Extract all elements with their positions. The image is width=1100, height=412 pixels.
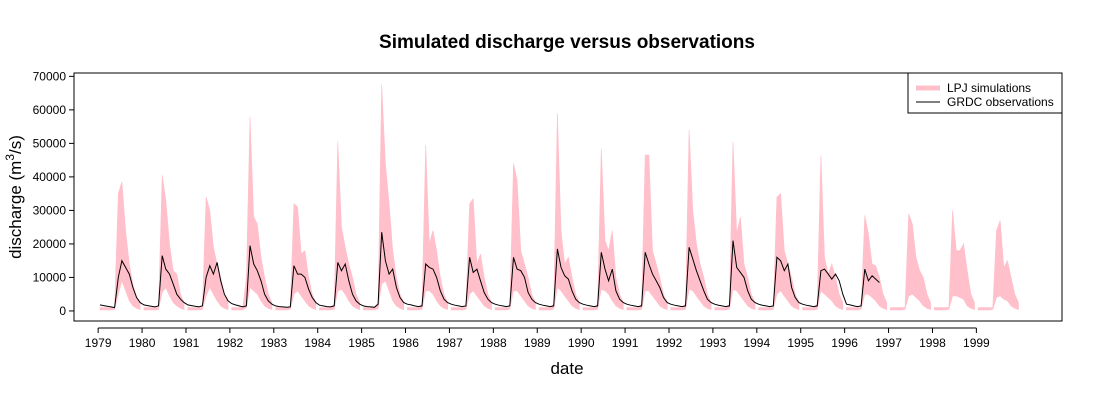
simulation-band-1986	[407, 145, 448, 311]
simulation-band-1996	[846, 215, 888, 311]
simulation-band-1998	[933, 210, 975, 311]
observation-line	[99, 232, 880, 309]
y-tick-label: 70000	[33, 69, 67, 83]
simulation-band-1981	[187, 196, 229, 311]
legend-label-simulations: LPJ simulations	[947, 81, 1031, 95]
simulation-band-1980	[143, 175, 185, 311]
x-tick-label: 1989	[524, 336, 551, 350]
simulation-band-1988	[494, 163, 536, 311]
x-tick-label: 1991	[612, 336, 639, 350]
simulation-band-1993	[714, 141, 756, 311]
x-tick-label: 1998	[919, 336, 946, 350]
simulation-band-1982	[231, 116, 273, 311]
simulation-band-1991	[626, 154, 668, 311]
simulation-band	[99, 84, 1019, 311]
y-tick-label: 10000	[33, 270, 67, 284]
observation-series-line	[99, 232, 880, 309]
y-tick-label: 0	[59, 304, 66, 318]
simulation-band-1990	[582, 148, 624, 311]
y-axis: 0 10000 20000 30000 40000 50000 60000 70000	[33, 69, 75, 318]
simulation-band-1992	[670, 129, 712, 311]
x-tick-label: 1993	[700, 336, 727, 350]
x-tick-label: 1985	[348, 336, 375, 350]
y-tick-label: 60000	[33, 103, 67, 117]
x-tick-label: 1979	[85, 336, 112, 350]
x-tick-label: 1986	[392, 336, 419, 350]
x-tick-label: 1990	[568, 336, 595, 350]
x-tick-label: 1999	[963, 336, 990, 350]
legend-box	[907, 72, 1063, 114]
simulation-band-1983	[275, 203, 317, 311]
legend: LPJ simulations GRDC observations	[907, 72, 1063, 114]
x-tick-label: 1983	[260, 336, 287, 350]
y-axis-label-suffix: /s)	[6, 135, 25, 154]
simulation-band-1994	[758, 192, 800, 311]
y-tick-label: 40000	[33, 170, 67, 184]
y-tick-label: 50000	[33, 136, 67, 150]
y-axis-label-superscript: 3	[3, 154, 17, 161]
y-axis-label-prefix: discharge (m	[6, 161, 25, 259]
simulation-band-1984	[319, 141, 361, 311]
y-tick-label: 20000	[33, 237, 67, 251]
simulation-band-1995	[802, 155, 844, 311]
x-tick-label: 1995	[787, 336, 814, 350]
simulation-band-1987	[450, 197, 492, 311]
x-axis-label: date	[550, 359, 583, 378]
simulation-band-1985	[363, 84, 405, 311]
simulation-band-1999	[977, 220, 1019, 311]
legend-label-observations: GRDC observations	[947, 95, 1054, 109]
x-tick-label: 1996	[831, 336, 858, 350]
x-axis: 1979 1980 1981 1982 1983 1984 1985 1986 1987 1988…	[85, 327, 990, 350]
x-tick-label: 1984	[304, 336, 331, 350]
x-tick-label: 1992	[656, 336, 683, 350]
x-tick-label: 1982	[217, 336, 244, 350]
x-tick-label: 1988	[480, 336, 507, 350]
simulation-band-1989	[538, 113, 580, 311]
y-axis-label: discharge (m3/s)	[3, 135, 25, 259]
y-tick-label: 30000	[33, 203, 67, 217]
simulation-band-1997	[890, 213, 931, 311]
x-tick-label: 1980	[129, 336, 156, 350]
x-tick-label: 1987	[436, 336, 463, 350]
x-tick-label: 1997	[875, 336, 902, 350]
x-tick-label: 1994	[743, 336, 770, 350]
x-tick-label: 1981	[173, 336, 200, 350]
chart-title: Simulated discharge versus observations	[379, 32, 755, 53]
